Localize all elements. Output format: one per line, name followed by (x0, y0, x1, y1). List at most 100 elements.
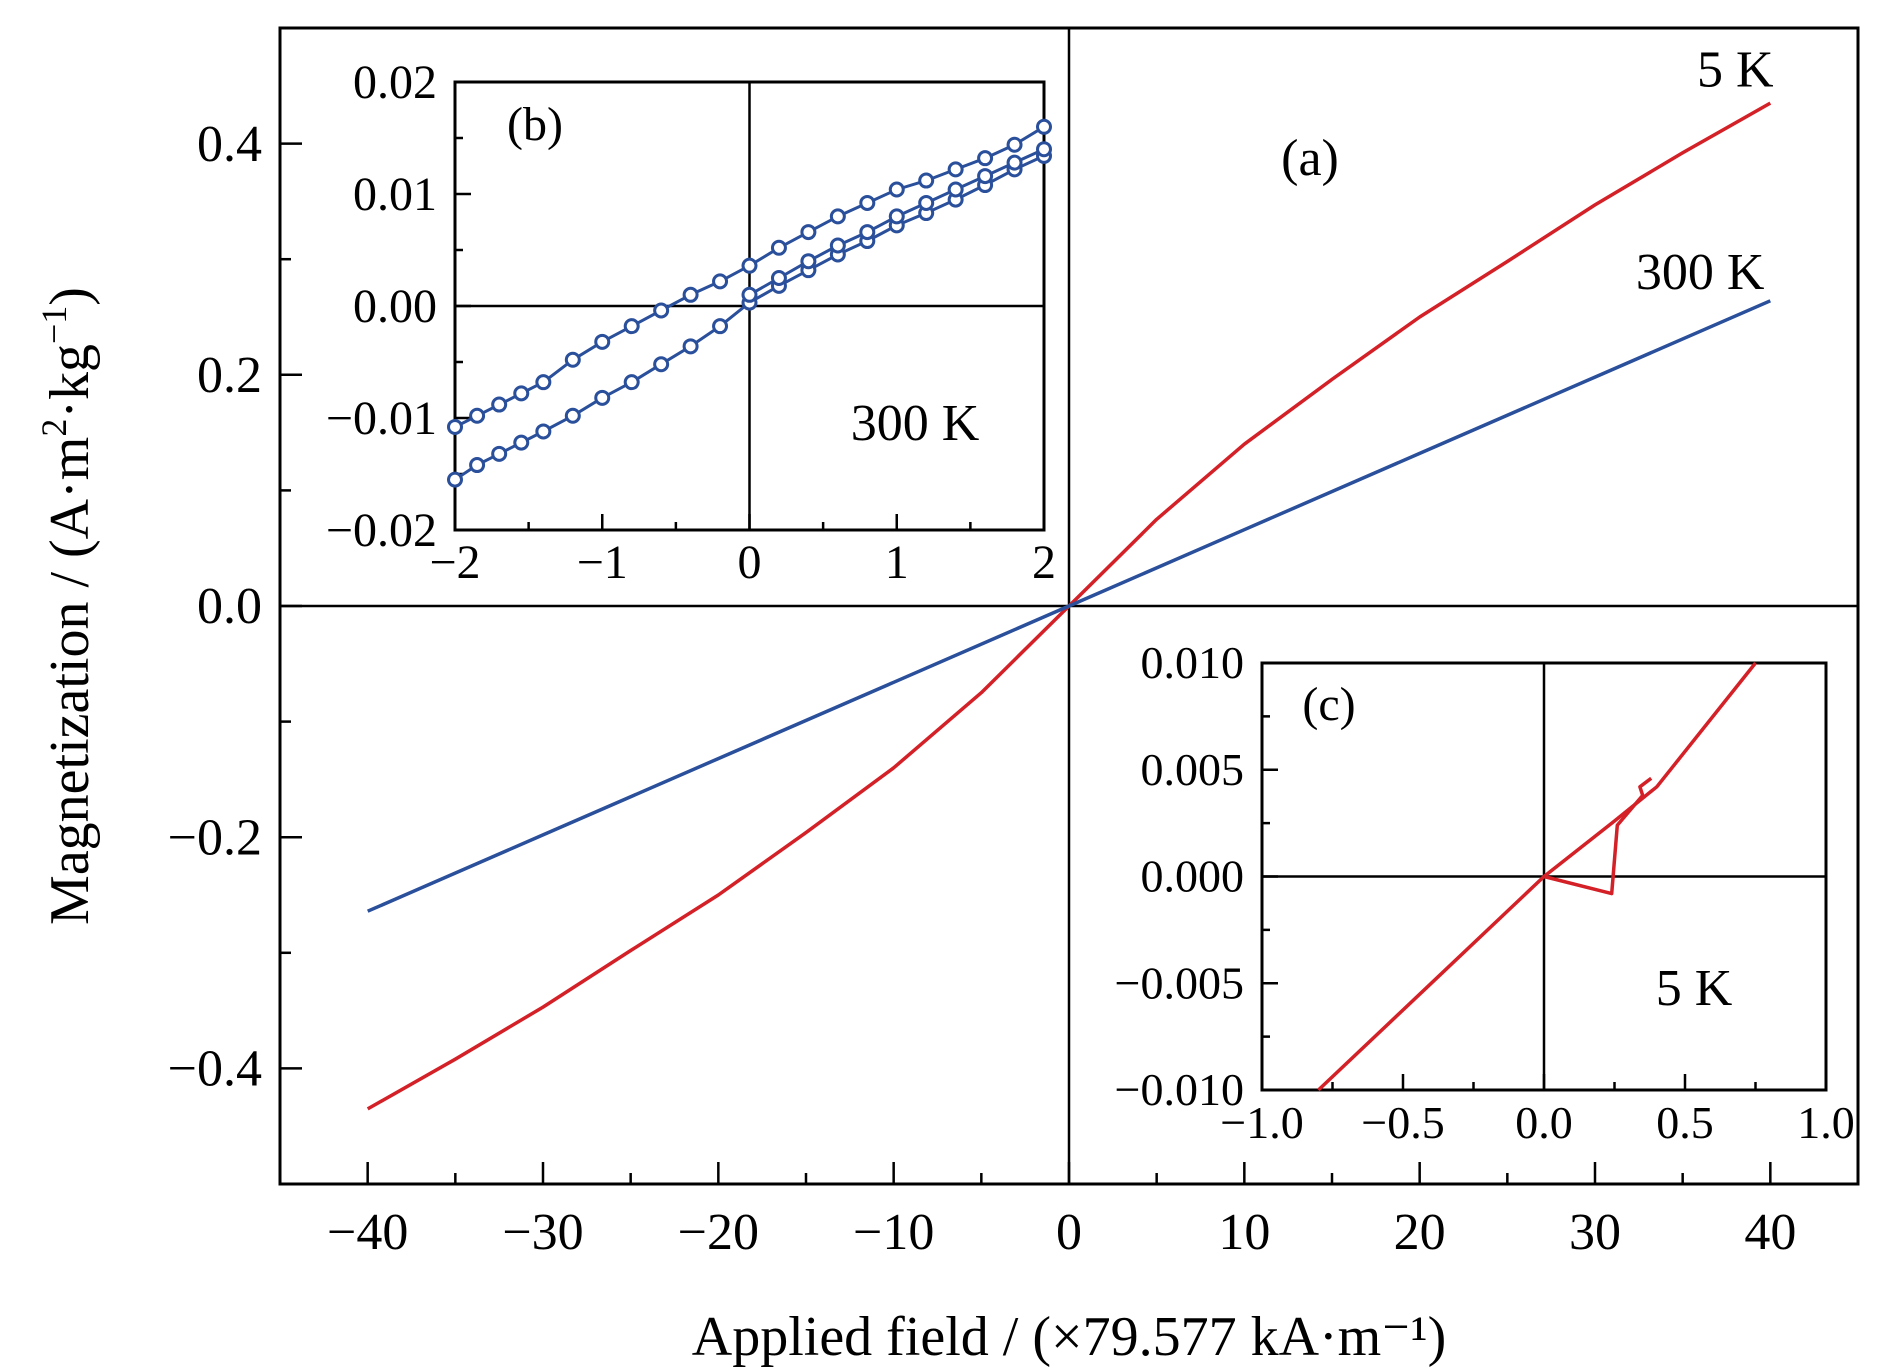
inset-b-data-point (712, 273, 729, 290)
inset-b-data-point (653, 356, 670, 373)
inset-c-5k-curve (1317, 661, 1757, 1092)
x-tick-label: 1.0 (1797, 1097, 1855, 1148)
y-tick-label: 0.010 (1141, 637, 1245, 688)
inset-b-data-point (829, 237, 846, 254)
inset-b-data-point (535, 423, 552, 440)
inset-b-data-point (623, 318, 640, 335)
inset-b-data-point (977, 150, 994, 167)
inset-b-data-point (770, 270, 787, 286)
y-axis-title-mid: ·kg (39, 344, 101, 419)
panel-c-temperature-label: 5 K (1656, 960, 1733, 1017)
inset-b-data-point (682, 338, 699, 355)
inset-b-data-point (1036, 141, 1052, 158)
inset-b-data-point (712, 318, 729, 335)
inset-b-data-point (564, 351, 581, 368)
inset-b-data-point (682, 286, 699, 303)
panel-b-temperature-label: 300 K (851, 395, 980, 452)
inset-b-data-point (513, 385, 530, 402)
y-axis-title-end: ) (39, 287, 101, 306)
x-tick-label: 1 (885, 536, 909, 589)
inset-b-data-point (859, 224, 876, 241)
inset-b-data-point (491, 396, 508, 413)
y-tick-label: −0.4 (168, 1041, 262, 1098)
inset-b-data-point (918, 194, 935, 211)
inset-b-data-point (888, 181, 905, 198)
inset-b-data-point (469, 407, 486, 424)
y-tick-label: −0.02 (326, 504, 437, 557)
inset-b-data-point (829, 208, 846, 225)
x-axis-title: Applied field / (×79.577 kA·m⁻¹) (692, 1306, 1446, 1368)
inset-b-data-point (800, 224, 817, 241)
y-tick-label: −0.010 (1115, 1064, 1244, 1115)
y-axis-title-main: Magnetization / (A·m (39, 437, 101, 925)
series-300k-curve (367, 299, 1771, 913)
y-tick-label: 0.000 (1141, 851, 1245, 902)
inset-b-data-point (535, 374, 552, 391)
inset-b-data-point (469, 457, 486, 474)
y-tick-label: 0.2 (197, 347, 262, 404)
y-tick-label: −0.01 (326, 392, 437, 445)
inset-b-data-point (741, 257, 758, 274)
main-chart-panel-a: −40 −30 −20 −10 0 10 20 30 40 −0.4 −0.2 0.0 0.2 0.4 (a… (34, 26, 1860, 1368)
x-tick-label: −2 (429, 536, 480, 589)
inset-b-data-point (1036, 118, 1052, 135)
y-tick-label: −0.005 (1115, 957, 1244, 1008)
inset-b-data-point (800, 253, 817, 270)
y-tick-label: 0.005 (1141, 744, 1245, 795)
y-tick-label: 0.4 (197, 116, 262, 173)
y-tick-label: 0.02 (353, 56, 437, 109)
y-tick-label: 0.01 (353, 168, 437, 221)
x-tick-label: 2 (1032, 536, 1056, 589)
x-tick-label: 0.5 (1656, 1097, 1714, 1148)
inset-chart-panel-b: −2 −1 0 1 2 −0.02 −0.01 0.00 0.01 0.02 (b) 300 K (326, 56, 1056, 589)
x-tick-label: 0 (1056, 1204, 1082, 1261)
y-axis-title: Magnetization / (A·m2·kg−1) (34, 287, 101, 925)
inset-b-data-point (1006, 154, 1023, 171)
y-tick-label: 0.00 (353, 280, 437, 333)
panel-c-label: (c) (1302, 678, 1355, 731)
series-annotation-label: 5 K (1697, 41, 1774, 98)
inset-chart-panel-c: −1.0 −0.5 0.0 0.5 1.0 −0.010 −0.005 0.000 0.005 0… (1115, 637, 1855, 1148)
inset-b-branch-line (454, 154, 1045, 481)
inset-b-data-point (513, 434, 530, 451)
x-tick-label: −10 (853, 1204, 934, 1261)
inset-b-data-point (947, 181, 964, 198)
x-tick-label: −40 (327, 1204, 408, 1261)
x-tick-label: 20 (1394, 1204, 1446, 1261)
inset-b-data-point (594, 333, 611, 350)
inset-b-data-point (918, 172, 935, 189)
inset-b-data-point (653, 302, 670, 319)
y-axis-title-sup-2: −1 (34, 306, 74, 344)
inset-b-branch-line (454, 125, 1045, 429)
y-tick-label: 0.0 (197, 578, 262, 635)
inset-b-data-point (977, 168, 994, 185)
inset-b-data-point (447, 471, 463, 488)
inset-b-data-point (888, 208, 905, 225)
x-tick-label: −20 (678, 1204, 759, 1261)
x-tick-label: 10 (1218, 1204, 1270, 1261)
x-tick-label: 40 (1744, 1204, 1796, 1261)
series-annotation-label: 300 K (1636, 244, 1765, 301)
inset-b-data-point (859, 194, 876, 211)
inset-b-data-point (1006, 136, 1023, 153)
panel-b-label: (b) (507, 98, 563, 151)
inset-c-5k-glitch-curve (1543, 776, 1653, 896)
inset-b-data-point (447, 418, 463, 435)
x-tick-label: −1.0 (1220, 1097, 1303, 1148)
x-tick-label: 30 (1569, 1204, 1621, 1261)
x-tick-label: −1 (577, 536, 628, 589)
inset-b-data-point (770, 239, 787, 256)
inset-b-data-point (594, 389, 611, 406)
x-tick-label: −30 (502, 1204, 583, 1261)
inset-b-data-point (564, 407, 581, 424)
inset-b-data-point (741, 286, 758, 303)
x-tick-label: −0.5 (1361, 1097, 1444, 1148)
inset-b-data-point (947, 161, 964, 178)
inset-b-data-point (623, 374, 640, 391)
panel-a-label: (a) (1281, 130, 1339, 187)
y-tick-label: −0.2 (168, 809, 262, 866)
y-axis-title-sup-1: 2 (34, 419, 74, 437)
inset-b-data-point (491, 445, 508, 462)
x-tick-label: 0.0 (1515, 1097, 1573, 1148)
